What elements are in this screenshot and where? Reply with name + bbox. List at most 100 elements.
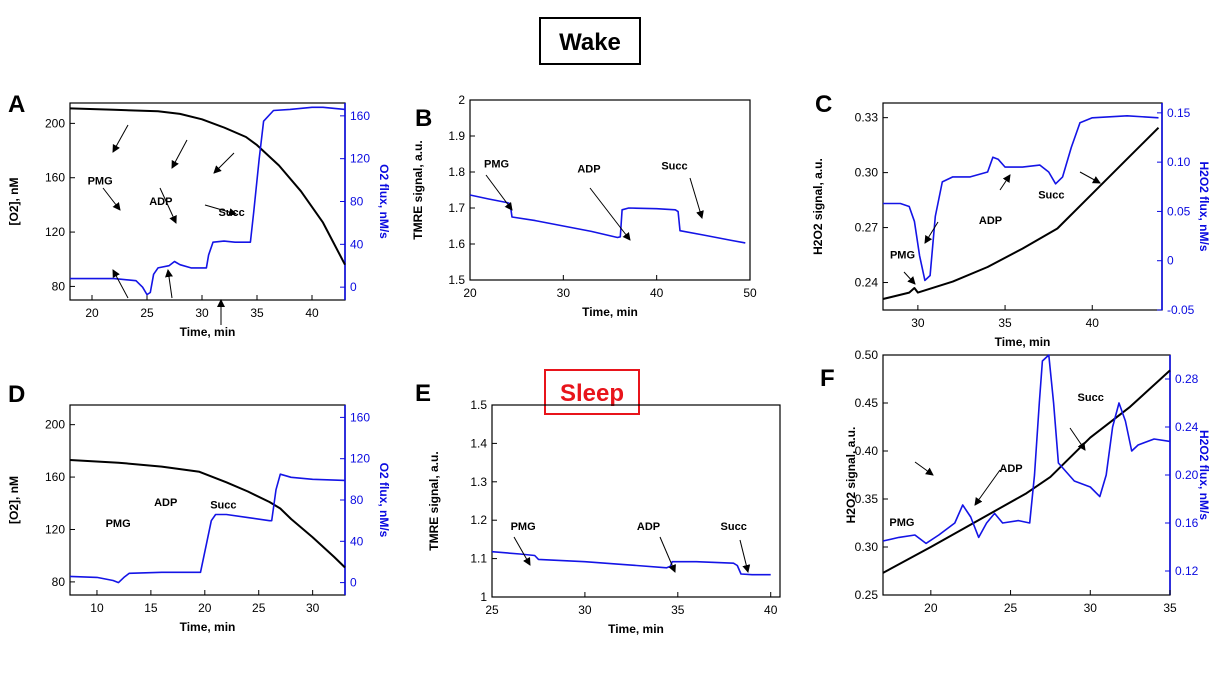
annotation-arrow (689, 177, 704, 219)
y2-tick-label: 80 (350, 493, 364, 507)
x-tick-label: 25 (485, 603, 499, 617)
y2-tick-label: 160 (350, 410, 370, 424)
y2-tick-label: 40 (350, 534, 364, 548)
annotation-arrow (903, 271, 916, 285)
plot-frame (882, 354, 1171, 596)
y-tick-label: 120 (45, 522, 65, 536)
annotation-arrow (213, 152, 235, 174)
y2-tick-label: 160 (350, 109, 370, 123)
x-axis-title: Time, min (180, 325, 236, 339)
annotation-label: PMG (890, 250, 915, 262)
x-tick-label: 30 (557, 286, 571, 300)
x-tick-label: 35 (671, 603, 685, 617)
y-tick-label: 1.8 (448, 165, 465, 179)
series-line-black (882, 126, 1160, 300)
annotation-arrow (914, 461, 934, 476)
annotation-label: PMG (88, 176, 113, 188)
y2-tick-label: 0 (1167, 254, 1174, 268)
series-line-blue (491, 550, 771, 576)
panel-letter-D: D (8, 381, 25, 408)
x-tick-label: 50 (743, 286, 757, 300)
y-axis-title: H2O2 signal, a.u. (844, 427, 858, 524)
annotation-label: ADP (999, 463, 1022, 475)
series-line-blue (882, 354, 1171, 545)
plot-frame (69, 404, 346, 596)
y-tick-label: 1.3 (470, 475, 487, 489)
y-tick-label: 0.27 (855, 221, 879, 235)
series-line-blue (70, 106, 346, 296)
y-tick-label: 80 (52, 575, 66, 589)
x-tick-label: 40 (305, 306, 319, 320)
x-axis-title: Time, min (608, 622, 664, 636)
x-tick-label: 20 (924, 601, 938, 615)
x-axis-title: Time, min (180, 620, 236, 634)
annotation-arrow (171, 139, 188, 169)
y-tick-label: 1.7 (448, 201, 465, 215)
x-tick-label: 15 (144, 601, 158, 615)
y2-tick-label: 120 (350, 452, 370, 466)
y-tick-label: 1.5 (470, 398, 487, 412)
x-tick-label: 30 (1084, 601, 1098, 615)
annotation-label: PMG (106, 518, 131, 530)
y-tick-label: 1.6 (448, 237, 465, 251)
y2-tick-label: 80 (350, 195, 364, 209)
plot-frame (491, 404, 781, 598)
wake-header: Wake (539, 17, 641, 65)
x-tick-label: 30 (306, 601, 320, 615)
y2-tick-label: 0.16 (1175, 516, 1199, 530)
x-tick-label: 35 (998, 316, 1012, 330)
x-axis-title: Time, min (995, 335, 1051, 349)
annotation-label: Succ (1078, 392, 1104, 404)
panel-letter-C: C (815, 91, 832, 118)
x-tick-label: 10 (90, 601, 104, 615)
annotation-label: Succ (661, 160, 687, 172)
y2-tick-label: 0.12 (1175, 564, 1199, 578)
annotation-label: ADP (577, 164, 600, 176)
x-tick-label: 25 (252, 601, 266, 615)
x-tick-label: 35 (1163, 601, 1177, 615)
y-axis-title: [O2], nM (7, 178, 21, 226)
y2-tick-label: -0.05 (1167, 303, 1195, 317)
chart-panel-B: B 20 30 40 50 1.5 1.6 1.7 1.8 1.9 2 Time, min TMRE s… (411, 93, 757, 319)
y2-tick-label: 0.20 (1175, 468, 1199, 482)
y-tick-label: 120 (45, 225, 65, 239)
y-tick-label: 1.5 (448, 273, 465, 287)
annotation-arrow (159, 187, 177, 224)
y-tick-label: 0.30 (855, 166, 879, 180)
y-tick-label: 0.40 (855, 444, 879, 458)
y-tick-label: 160 (45, 171, 65, 185)
annotation-label: PMG (484, 159, 509, 171)
sleep-header: Sleep (544, 369, 640, 415)
series-line-black (69, 459, 346, 569)
y-tick-label: 0.24 (855, 276, 879, 290)
y-tick-label: 0.25 (855, 588, 879, 602)
y-tick-label: 1.1 (470, 552, 487, 566)
annotation-arrow (112, 124, 129, 153)
chart-panel-E: E 25 30 35 40 1 1.1 1.2 1.3 1.4 1.5 Time, min TMRE s… (415, 380, 781, 636)
chart-panel-A: A 20 25 30 35 40 80 120 160 200 0 40 80 120 160 Time, m… (7, 91, 391, 339)
series-line-black (69, 107, 346, 266)
y-tick-label: 200 (45, 116, 65, 130)
y2-tick-label: 40 (350, 237, 364, 251)
panel-letter-F: F (820, 365, 835, 392)
annotation-arrow (112, 269, 129, 299)
annotation-label: ADP (637, 521, 660, 533)
y-tick-label: 160 (45, 470, 65, 484)
y2-axis-title: O2 flux, nM/s (377, 164, 391, 239)
annotation-label: Succ (721, 521, 747, 533)
y2-axis-title: H2O2 flux, nM/s (1197, 430, 1211, 520)
y2-tick-label: 0.28 (1175, 372, 1199, 386)
series-line-blue (883, 115, 1159, 282)
annotation-label: PMG (889, 517, 914, 529)
annotation-arrow (924, 221, 939, 244)
y2-tick-label: 0.24 (1175, 420, 1199, 434)
y-tick-label: 0.33 (855, 111, 879, 125)
annotation-label: Succ (210, 500, 236, 512)
annotation-arrow (165, 269, 173, 299)
x-tick-label: 30 (911, 316, 925, 330)
annotation-arrow (589, 187, 631, 241)
y-tick-label: 200 (45, 418, 65, 432)
y-axis-title: [O2], nM (7, 476, 21, 524)
